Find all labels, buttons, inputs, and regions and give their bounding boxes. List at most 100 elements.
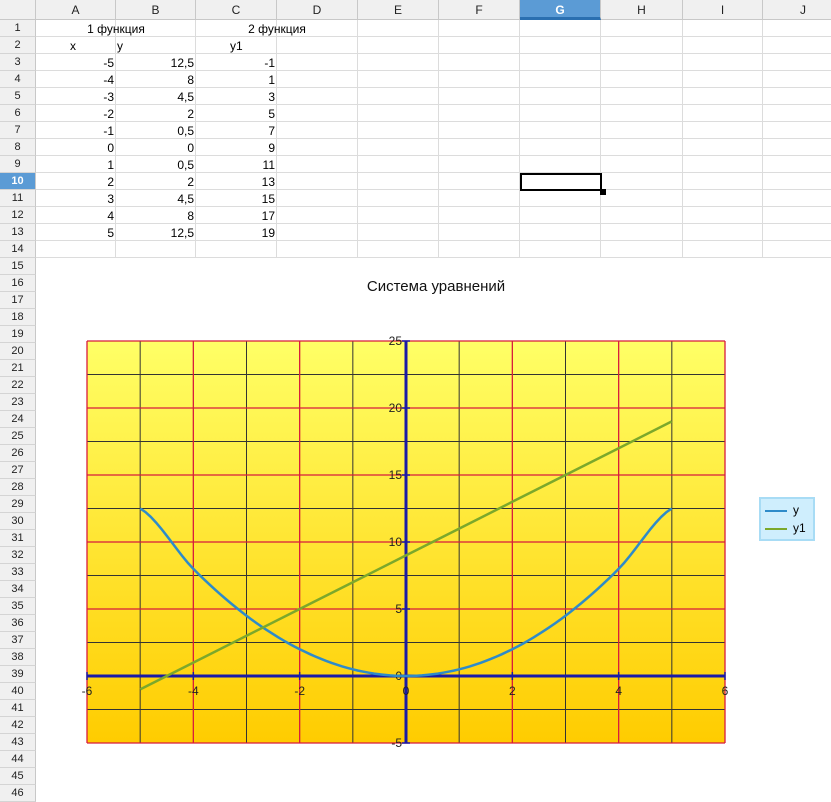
cell-a1-func1[interactable]: 1 функция — [87, 22, 145, 36]
cell-b4[interactable]: 8 — [187, 73, 194, 87]
cell-a7[interactable]: -1 — [103, 124, 114, 138]
row-header-21[interactable]: 21 — [0, 360, 36, 377]
row-header-15[interactable]: 15 — [0, 258, 36, 275]
row-header-11[interactable]: 11 — [0, 190, 36, 207]
row-header-17[interactable]: 17 — [0, 292, 36, 309]
column-header-g[interactable]: G — [520, 0, 601, 20]
row-header-2[interactable]: 2 — [0, 37, 36, 54]
row-header-27[interactable]: 27 — [0, 462, 36, 479]
row-header-20[interactable]: 20 — [0, 343, 36, 360]
cell-a12[interactable]: 4 — [107, 209, 114, 223]
row-header-44[interactable]: 44 — [0, 751, 36, 768]
cell-c11[interactable]: 15 — [261, 192, 275, 206]
cell-a8[interactable]: 0 — [107, 141, 114, 155]
active-cell-cursor[interactable] — [520, 173, 602, 191]
cell-b2-y[interactable]: y — [117, 39, 123, 53]
cell-c7[interactable]: 7 — [268, 124, 275, 138]
cell-a5[interactable]: -3 — [103, 90, 114, 104]
row-header-42[interactable]: 42 — [0, 717, 36, 734]
row-header-33[interactable]: 33 — [0, 564, 36, 581]
row-gridline — [36, 138, 831, 139]
cell-c2-y1[interactable]: y1 — [230, 39, 243, 53]
row-header-7[interactable]: 7 — [0, 122, 36, 139]
row-header-1[interactable]: 1 — [0, 20, 36, 37]
cell-c9[interactable]: 11 — [262, 158, 275, 172]
cell-b12[interactable]: 8 — [187, 209, 194, 223]
column-header-j[interactable]: J — [763, 0, 831, 20]
cell-c8[interactable]: 9 — [268, 141, 275, 155]
cell-a10[interactable]: 2 — [107, 175, 114, 189]
row-header-41[interactable]: 41 — [0, 700, 36, 717]
cell-c12[interactable]: 17 — [261, 209, 275, 223]
cell-a2-x[interactable]: x — [70, 39, 76, 53]
cell-b3[interactable]: 12,5 — [170, 56, 194, 70]
row-header-38[interactable]: 38 — [0, 649, 36, 666]
row-header-16[interactable]: 16 — [0, 275, 36, 292]
row-header-24[interactable]: 24 — [0, 411, 36, 428]
cell-b6[interactable]: 2 — [187, 107, 194, 121]
column-header-b[interactable]: B — [116, 0, 196, 20]
cell-b7[interactable]: 0,5 — [177, 124, 194, 138]
row-header-34[interactable]: 34 — [0, 581, 36, 598]
row-header-31[interactable]: 31 — [0, 530, 36, 547]
row-header-39[interactable]: 39 — [0, 666, 36, 683]
row-header-18[interactable]: 18 — [0, 309, 36, 326]
select-all-corner[interactable] — [0, 0, 36, 20]
column-header-h[interactable]: H — [601, 0, 683, 20]
chart-object[interactable] — [36, 258, 831, 794]
cell-a4[interactable]: -4 — [103, 73, 114, 87]
row-header-14[interactable]: 14 — [0, 241, 36, 258]
row-gridline — [36, 70, 831, 71]
row-header-26[interactable]: 26 — [0, 445, 36, 462]
cell-b13[interactable]: 12,5 — [170, 226, 194, 240]
column-header-d[interactable]: D — [277, 0, 358, 20]
column-header-i[interactable]: I — [683, 0, 763, 20]
cell-c13[interactable]: 19 — [261, 226, 275, 240]
row-header-5[interactable]: 5 — [0, 88, 36, 105]
row-header-3[interactable]: 3 — [0, 54, 36, 71]
row-gridline — [36, 206, 831, 207]
row-header-30[interactable]: 30 — [0, 513, 36, 530]
row-header-22[interactable]: 22 — [0, 377, 36, 394]
column-header-f[interactable]: F — [439, 0, 520, 20]
column-header-c[interactable]: C — [196, 0, 277, 20]
row-header-35[interactable]: 35 — [0, 598, 36, 615]
row-header-36[interactable]: 36 — [0, 615, 36, 632]
row-header-13[interactable]: 13 — [0, 224, 36, 241]
cell-c3[interactable]: -1 — [264, 56, 275, 70]
fill-handle[interactable] — [600, 189, 606, 195]
row-header-10[interactable]: 10 — [0, 173, 36, 190]
cell-a11[interactable]: 3 — [107, 192, 114, 206]
cell-b8[interactable]: 0 — [187, 141, 194, 155]
row-header-40[interactable]: 40 — [0, 683, 36, 700]
row-header-4[interactable]: 4 — [0, 71, 36, 88]
cell-a6[interactable]: -2 — [103, 107, 114, 121]
cell-c6[interactable]: 5 — [268, 107, 275, 121]
cell-c1-func2[interactable]: 2 функция — [248, 22, 306, 36]
row-header-45[interactable]: 45 — [0, 768, 36, 785]
row-header-8[interactable]: 8 — [0, 139, 36, 156]
row-header-23[interactable]: 23 — [0, 394, 36, 411]
cell-c4[interactable]: 1 — [268, 73, 275, 87]
cell-a9[interactable]: 1 — [107, 158, 114, 172]
row-header-28[interactable]: 28 — [0, 479, 36, 496]
cell-b5[interactable]: 4,5 — [177, 90, 194, 104]
cell-a13[interactable]: 5 — [107, 226, 114, 240]
row-header-25[interactable]: 25 — [0, 428, 36, 445]
row-header-9[interactable]: 9 — [0, 156, 36, 173]
row-header-32[interactable]: 32 — [0, 547, 36, 564]
row-header-43[interactable]: 43 — [0, 734, 36, 751]
cell-c5[interactable]: 3 — [268, 90, 275, 104]
column-header-e[interactable]: E — [358, 0, 439, 20]
cell-c10[interactable]: 13 — [261, 175, 275, 189]
cell-b9[interactable]: 0,5 — [177, 158, 194, 172]
cell-a3[interactable]: -5 — [103, 56, 114, 70]
row-header-37[interactable]: 37 — [0, 632, 36, 649]
column-header-a[interactable]: A — [36, 0, 116, 20]
cell-b11[interactable]: 4,5 — [177, 192, 194, 206]
row-header-29[interactable]: 29 — [0, 496, 36, 513]
row-header-12[interactable]: 12 — [0, 207, 36, 224]
row-header-19[interactable]: 19 — [0, 326, 36, 343]
row-header-6[interactable]: 6 — [0, 105, 36, 122]
cell-b10[interactable]: 2 — [187, 175, 194, 189]
